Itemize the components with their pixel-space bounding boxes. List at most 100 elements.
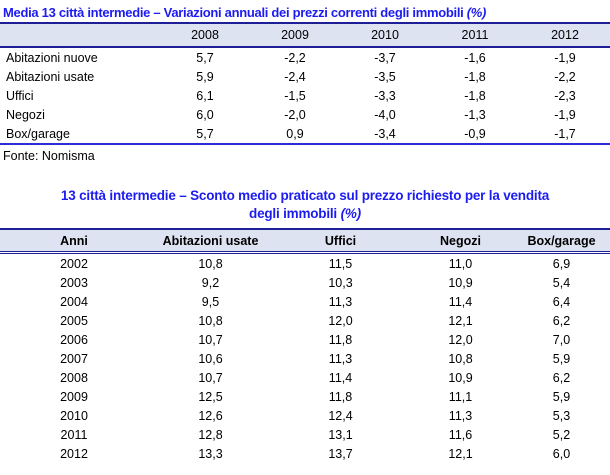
table-cell: 11,8 [328,332,353,347]
table-cell: 7,0 [552,332,571,347]
table-cell: 13,7 [328,446,353,461]
row-label: Abitazioni usate [6,69,95,84]
table-cell: 6,2 [552,313,571,328]
table-cell: 12,0 [448,332,473,347]
table-cell: 11,3 [328,294,353,309]
report-page: Media 13 città intermedie – Variazioni a… [0,5,610,463]
table-cell: 6,0 [196,107,214,122]
table-row: 2007 10,6 11,3 10,8 5,9 [0,349,610,368]
table-cell: 10,8 [448,351,473,366]
table-cell: -3,7 [374,50,396,65]
table-row: 2009 12,5 11,8 11,1 5,9 [0,387,610,406]
table-cell: -1,9 [554,107,576,122]
table-cell: 11,6 [448,427,473,442]
table2-header-box-garage: Box/garage [513,228,610,254]
year-cell: 2008 [60,370,88,385]
table-cell: 5,9 [552,351,571,366]
table-row: 2006 10,7 11,8 12,0 7,0 [0,330,610,349]
table-cell: 9,5 [201,294,220,309]
table-row: 2011 12,8 13,1 11,6 5,2 [0,425,610,444]
table-cell: -1,3 [464,107,486,122]
table-cell: 5,7 [196,50,214,65]
table-cell: -1,7 [554,126,576,141]
table2-title: 13 città intermedie – Sconto medio prati… [10,187,600,223]
table-cell: 6,4 [552,294,571,309]
table-cell: 12,1 [448,313,473,328]
table-cell: 10,8 [198,313,223,328]
table-cell: 12,0 [328,313,353,328]
table-cell: 6,2 [552,370,571,385]
table-row: 2010 12,6 12,4 11,3 5,3 [0,406,610,425]
table-row: 2008 10,7 11,4 10,9 6,2 [0,368,610,387]
table-cell: 11,0 [448,256,473,271]
table-cell: -2,0 [284,107,306,122]
table-cell: 0,9 [286,126,304,141]
table-cell: -2,2 [284,50,306,65]
table-cell: 6,9 [552,256,571,271]
table-row: Uffici 6,1 -1,5 -3,3 -1,8 -2,3 [0,86,610,105]
year-cell: 2004 [60,294,88,309]
table1-header-row: 2008 2009 2010 2011 2012 [0,22,610,48]
table-row: 2002 10,8 11,5 11,0 6,9 [0,253,610,274]
year-cell: 2003 [60,275,88,290]
table2-title-line1: 13 città intermedie – Sconto medio prati… [60,188,550,203]
table-cell: 10,9 [448,370,473,385]
table-cell: 12,5 [198,389,223,404]
year-cell: 2009 [60,389,88,404]
table1-title-percent: (%) [466,5,487,20]
table1-header-2011: 2011 [430,22,520,48]
table-cell: 10,6 [198,351,223,366]
table-average-discount: Anni Abitazioni usate Uffici Negozi Box/… [0,228,610,463]
table-row: Box/garage 5,7 0,9 -3,4 -0,9 -1,7 [0,124,610,144]
year-cell: 2012 [60,446,88,461]
table-row: 2012 13,3 13,7 12,1 6,0 [0,444,610,463]
row-label: Negozi [6,107,45,122]
table-cell: 10,8 [198,256,223,271]
table-cell: -4,0 [374,107,396,122]
table-cell: 11,3 [448,408,473,423]
table-cell: -2,2 [554,69,576,84]
table-cell: 12,1 [448,446,473,461]
table-cell: -1,8 [464,88,486,103]
table-cell: -1,9 [554,50,576,65]
table-cell: 5,7 [196,126,214,141]
table2-header-uffici: Uffici [273,228,408,254]
table-cell: 11,4 [448,294,473,309]
table-cell: -1,5 [284,88,306,103]
year-cell: 2002 [60,256,88,271]
table1-header-2012: 2012 [520,22,610,48]
source-note: Fonte: Nomisma [3,149,95,163]
table-row: Negozi 6,0 -2,0 -4,0 -1,3 -1,9 [0,105,610,124]
table-cell: 5,2 [552,427,571,442]
table1-title-text: Media 13 città intermedie – Variazioni a… [3,5,464,20]
table-cell: 11,8 [328,389,353,404]
table2-header-negozi: Negozi [408,228,513,254]
table-cell: 5,9 [552,389,571,404]
table-cell: 13,1 [328,427,353,442]
table-row: 2004 9,5 11,3 11,4 6,4 [0,292,610,311]
table-cell: 10,7 [198,332,223,347]
table-cell: -2,3 [554,88,576,103]
table-row: 2005 10,8 12,0 12,1 6,2 [0,311,610,330]
year-cell: 2007 [60,351,88,366]
table-cell: -3,3 [374,88,396,103]
row-label: Abitazioni nuove [6,50,98,65]
table2-header-abitazioni-usate: Abitazioni usate [148,228,273,254]
year-cell: 2005 [60,313,88,328]
table-cell: 10,3 [328,275,353,290]
table-cell: -2,4 [284,69,306,84]
table-cell: 5,9 [196,69,214,84]
table-cell: -3,4 [374,126,396,141]
table-cell: 12,6 [198,408,223,423]
table-cell: 11,3 [328,351,353,366]
table-row: Abitazioni usate 5,9 -2,4 -3,5 -1,8 -2,2 [0,67,610,86]
year-cell: 2011 [60,427,88,442]
table-cell: 12,4 [328,408,353,423]
table-cell: 10,9 [448,275,473,290]
table-cell: 13,3 [198,446,223,461]
table-cell: -3,5 [374,69,396,84]
table-cell: 11,5 [328,256,353,271]
table2-header-anni: Anni [0,228,148,254]
table2-title-line2: degli immobili [249,206,337,221]
table-cell: 10,7 [198,370,223,385]
